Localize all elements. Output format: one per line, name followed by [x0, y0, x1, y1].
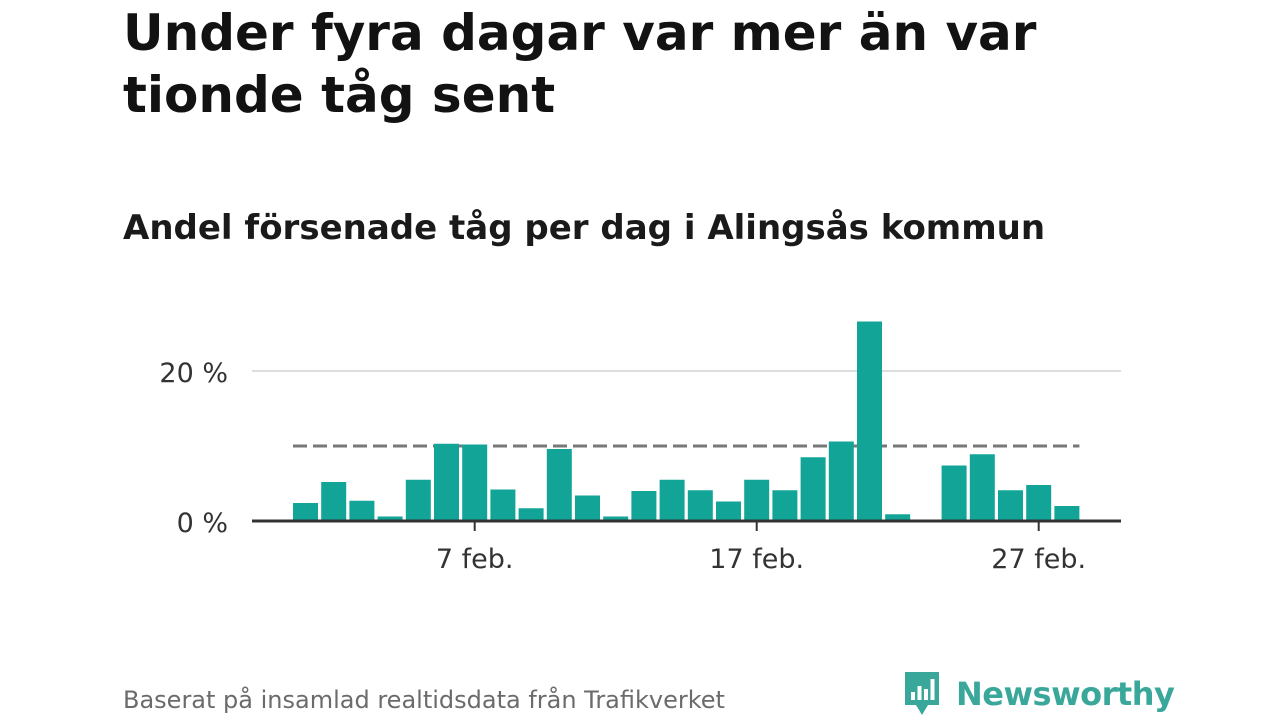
bar-chart-speech-icon	[905, 672, 939, 715]
x-tick-label: 7 feb.	[436, 544, 514, 575]
bar	[434, 443, 459, 521]
y-tick-label: 20 %	[159, 358, 228, 389]
bar	[716, 501, 741, 521]
bar	[546, 449, 572, 521]
bar	[321, 482, 347, 521]
bar	[659, 479, 685, 521]
bar	[687, 490, 713, 521]
bar	[885, 514, 911, 521]
bar	[828, 441, 854, 521]
bar	[490, 489, 516, 521]
source-note: Baserat på insamlad realtidsdata från Tr…	[123, 686, 725, 714]
bar	[631, 491, 657, 521]
bar	[349, 500, 375, 521]
bar	[998, 490, 1023, 521]
newsworthy-logo: Newsworthy	[902, 668, 1175, 720]
bar	[969, 454, 995, 521]
chart-title: Under fyra dagar var mer än var tionde t…	[123, 4, 1037, 124]
bar	[377, 516, 403, 521]
bar	[1026, 485, 1052, 521]
bar	[772, 490, 798, 521]
chart-subtitle: Andel försenade tåg per dag i Alingsås k…	[123, 208, 1046, 248]
brand-name: Newsworthy	[956, 675, 1175, 713]
bar	[800, 457, 826, 521]
bar	[405, 479, 431, 521]
x-tick-label: 27 feb.	[991, 544, 1086, 575]
bar	[518, 508, 544, 521]
bar	[462, 444, 488, 521]
bar	[575, 495, 600, 521]
bar	[744, 479, 770, 521]
bar	[941, 465, 967, 521]
x-tick-label: 17 feb.	[709, 544, 804, 575]
bar	[293, 503, 318, 521]
y-tick-label: 0 %	[177, 508, 228, 539]
bar	[603, 516, 629, 521]
bar	[1054, 506, 1080, 521]
bar	[857, 321, 882, 521]
